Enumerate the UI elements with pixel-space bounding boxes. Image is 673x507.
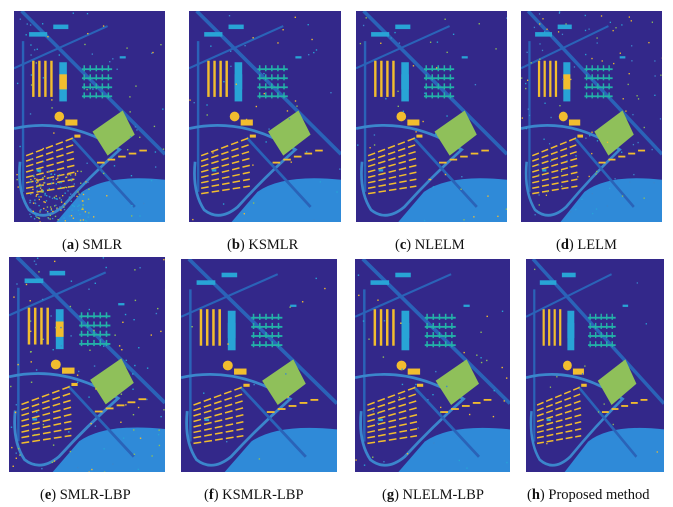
classification-map-d [521, 11, 662, 222]
classification-map-f [181, 259, 337, 472]
caption-b: (b) KSMLR [227, 237, 299, 253]
caption-c: (c) NLELM [395, 237, 465, 253]
classification-map-e [9, 257, 165, 472]
classification-map-graphic [14, 11, 165, 222]
caption-f: (f) KSMLR-LBP [204, 487, 304, 503]
classification-map-graphic [189, 11, 341, 222]
classification-map-b [189, 11, 341, 222]
classification-map-c [356, 11, 507, 222]
classification-map-graphic [521, 11, 662, 222]
classification-map-a [14, 11, 165, 222]
classification-map-graphic [181, 259, 337, 472]
classification-map-g [355, 259, 510, 472]
caption-d: (d) LELM [556, 237, 617, 253]
caption-a: (a) SMLR [62, 237, 123, 253]
caption-g: (g) NLELM-LBP [382, 487, 484, 503]
classification-map-h [526, 259, 664, 472]
classification-map-graphic [356, 11, 507, 222]
classification-map-graphic [526, 259, 664, 472]
caption-h: (h) Proposed method [527, 487, 650, 503]
classification-map-graphic [355, 259, 510, 472]
classification-map-graphic [9, 257, 165, 472]
caption-e: (e) SMLR-LBP [40, 487, 131, 503]
